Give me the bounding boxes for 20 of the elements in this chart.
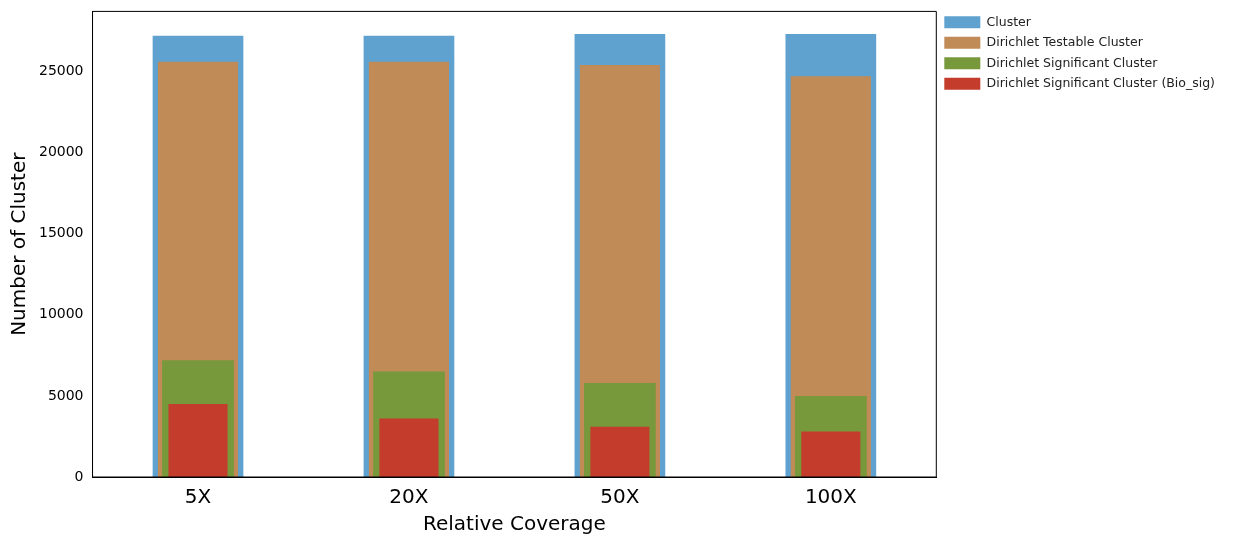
y-tick-label: 0: [74, 467, 84, 484]
y-tick-label: 15000: [38, 224, 84, 241]
legend-label: Dirichlet Significant Cluster: [986, 54, 1159, 70]
legend-label: Cluster: [986, 13, 1032, 29]
bar: [379, 418, 439, 477]
y-tick-label: 5000: [47, 386, 84, 403]
x-axis-title: Relative Coverage: [423, 511, 606, 536]
x-tick-label: 20X: [389, 484, 429, 509]
legend-label: Dirichlet Significant Cluster (Bio_sig): [986, 75, 1216, 90]
y-tick-label: 10000: [38, 305, 84, 322]
legend-label: Dirichlet Testable Cluster: [986, 34, 1144, 49]
x-tick-label: 5X: [184, 484, 212, 509]
y-axis-title: Number of Cluster: [6, 151, 31, 336]
x-tick-label: 100X: [804, 484, 858, 509]
bar: [168, 404, 228, 477]
bar: [801, 431, 861, 477]
y-tick-label: 20000: [38, 143, 84, 160]
x-tick-label: 50X: [600, 484, 640, 509]
bar: [590, 426, 650, 477]
y-tick-label: 25000: [38, 62, 84, 79]
